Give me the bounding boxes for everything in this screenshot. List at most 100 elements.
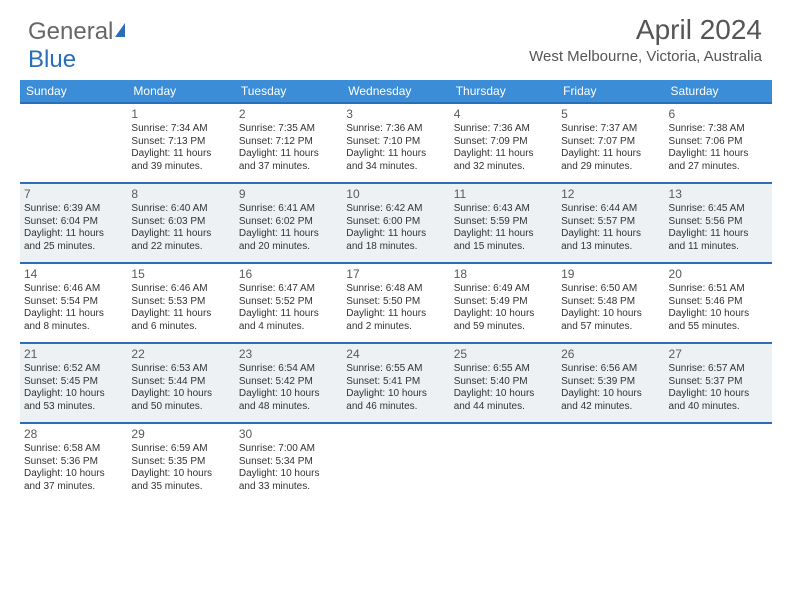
day-detail-line: and 6 minutes. [131,321,230,334]
day-number: 19 [561,267,660,282]
day-cell [557,424,664,502]
day-detail-line: and 29 minutes. [561,161,660,174]
day-detail-line: Sunset: 5:53 PM [131,296,230,309]
day-detail-line: Sunset: 7:09 PM [454,136,553,149]
day-cell: 10Sunrise: 6:42 AMSunset: 6:00 PMDayligh… [342,184,449,262]
day-cell [342,424,449,502]
dayname: Thursday [450,80,557,102]
day-cell: 8Sunrise: 6:40 AMSunset: 6:03 PMDaylight… [127,184,234,262]
day-number: 27 [669,347,768,362]
dayname: Friday [557,80,664,102]
day-detail-line: Sunset: 6:00 PM [346,216,445,229]
day-detail-line: Daylight: 10 hours [561,388,660,401]
day-number: 11 [454,187,553,202]
day-detail-line: and 44 minutes. [454,401,553,414]
day-detail-line: Daylight: 11 hours [561,148,660,161]
day-detail-line: Sunset: 5:39 PM [561,376,660,389]
day-number: 8 [131,187,230,202]
day-detail-line: Sunset: 5:48 PM [561,296,660,309]
day-detail-line: Sunrise: 7:36 AM [346,123,445,136]
day-detail-line: Sunset: 5:57 PM [561,216,660,229]
day-number: 6 [669,107,768,122]
dayname: Sunday [20,80,127,102]
day-detail-line: Daylight: 11 hours [669,228,768,241]
day-detail-line: Sunrise: 7:00 AM [239,443,338,456]
dayname: Saturday [665,80,772,102]
day-number: 10 [346,187,445,202]
day-detail-line: Daylight: 11 hours [239,308,338,321]
week-row: 28Sunrise: 6:58 AMSunset: 5:36 PMDayligh… [20,422,772,502]
day-detail-line: Sunrise: 6:46 AM [24,283,123,296]
day-detail-line: and 32 minutes. [454,161,553,174]
day-detail-line: Daylight: 10 hours [239,388,338,401]
day-detail-line: Sunset: 6:03 PM [131,216,230,229]
day-detail-line: Sunrise: 6:53 AM [131,363,230,376]
day-detail-line: Sunset: 5:45 PM [24,376,123,389]
day-detail-line: Sunset: 5:52 PM [239,296,338,309]
day-detail-line: Daylight: 11 hours [454,228,553,241]
day-detail-line: Sunset: 5:46 PM [669,296,768,309]
day-detail-line: and 27 minutes. [669,161,768,174]
day-detail-line: Sunset: 7:06 PM [669,136,768,149]
day-detail-line: and 25 minutes. [24,241,123,254]
day-number: 5 [561,107,660,122]
day-cell [20,104,127,182]
day-detail-line: Sunset: 5:44 PM [131,376,230,389]
day-detail-line: and 46 minutes. [346,401,445,414]
day-number: 15 [131,267,230,282]
day-detail-line: Daylight: 11 hours [239,228,338,241]
day-cell: 1Sunrise: 7:34 AMSunset: 7:13 PMDaylight… [127,104,234,182]
day-detail-line: Sunrise: 6:54 AM [239,363,338,376]
day-detail-line: Sunset: 5:35 PM [131,456,230,469]
day-detail-line: Sunrise: 6:50 AM [561,283,660,296]
day-detail-line: Daylight: 10 hours [239,468,338,481]
day-detail-line: and 8 minutes. [24,321,123,334]
day-detail-line: Sunrise: 7:38 AM [669,123,768,136]
day-detail-line: Daylight: 10 hours [131,388,230,401]
logo-text-2: Blue [28,46,76,73]
day-cell: 28Sunrise: 6:58 AMSunset: 5:36 PMDayligh… [20,424,127,502]
day-detail-line: Daylight: 11 hours [24,228,123,241]
day-detail-line: Sunset: 5:50 PM [346,296,445,309]
day-number: 1 [131,107,230,122]
day-detail-line: Sunset: 5:36 PM [24,456,123,469]
day-cell [665,424,772,502]
day-detail-line: and 22 minutes. [131,241,230,254]
day-detail-line: and 20 minutes. [239,241,338,254]
day-detail-line: Sunrise: 6:48 AM [346,283,445,296]
day-detail-line: and 13 minutes. [561,241,660,254]
day-detail-line: Sunset: 5:40 PM [454,376,553,389]
day-detail-line: Daylight: 11 hours [346,308,445,321]
day-number: 30 [239,427,338,442]
day-number: 3 [346,107,445,122]
day-detail-line: Daylight: 11 hours [131,148,230,161]
day-detail-line: Sunrise: 6:55 AM [454,363,553,376]
day-detail-line: Daylight: 10 hours [454,388,553,401]
day-detail-line: Daylight: 11 hours [454,148,553,161]
day-number: 7 [24,187,123,202]
day-detail-line: Sunset: 7:12 PM [239,136,338,149]
day-detail-line: Daylight: 11 hours [131,308,230,321]
day-detail-line: Sunrise: 6:56 AM [561,363,660,376]
day-number: 18 [454,267,553,282]
day-number: 23 [239,347,338,362]
day-cell: 18Sunrise: 6:49 AMSunset: 5:49 PMDayligh… [450,264,557,342]
day-detail-line: Daylight: 11 hours [239,148,338,161]
day-detail-line: Sunset: 6:04 PM [24,216,123,229]
day-detail-line: and 39 minutes. [131,161,230,174]
day-detail-line: Sunset: 5:49 PM [454,296,553,309]
day-cell: 22Sunrise: 6:53 AMSunset: 5:44 PMDayligh… [127,344,234,422]
day-number: 28 [24,427,123,442]
day-detail-line: and 42 minutes. [561,401,660,414]
day-cell: 9Sunrise: 6:41 AMSunset: 6:02 PMDaylight… [235,184,342,262]
day-detail-line: Daylight: 11 hours [346,228,445,241]
week-row: 21Sunrise: 6:52 AMSunset: 5:45 PMDayligh… [20,342,772,422]
day-detail-line: and 4 minutes. [239,321,338,334]
day-detail-line: Daylight: 10 hours [131,468,230,481]
day-number: 16 [239,267,338,282]
day-detail-line: and 37 minutes. [24,481,123,494]
day-detail-line: Daylight: 11 hours [561,228,660,241]
day-cell: 3Sunrise: 7:36 AMSunset: 7:10 PMDaylight… [342,104,449,182]
day-cell: 20Sunrise: 6:51 AMSunset: 5:46 PMDayligh… [665,264,772,342]
day-detail-line: and 37 minutes. [239,161,338,174]
